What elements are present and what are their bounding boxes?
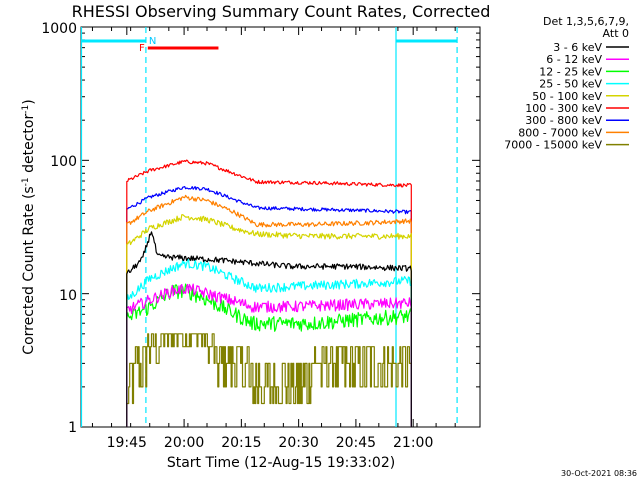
series-line: [126, 159, 412, 427]
y-axis: 1000 100 10 1: [41, 21, 480, 436]
legend-entry-label: 100 - 300 keV: [525, 102, 602, 115]
legend-header: Det 1,3,5,6,7,9,: [543, 15, 629, 28]
y-tick-label: 1000: [41, 21, 77, 37]
legend-header: Att 0: [603, 27, 629, 40]
y-tick-label: 1: [68, 420, 77, 436]
series-line: [126, 333, 412, 427]
legend-entry-label: 800 - 7000 keV: [518, 126, 602, 139]
series-line: [126, 259, 412, 427]
night-flag-label: N: [149, 36, 156, 47]
x-tick-label: 19:45: [107, 435, 147, 451]
series-line: [126, 214, 412, 427]
legend-entry-label: 12 - 25 keV: [539, 65, 602, 78]
y-tick-label: 10: [59, 288, 77, 304]
x-tick-label: 20:30: [278, 435, 318, 451]
x-axis-label: Start Time (12-Aug-15 19:33:02): [167, 455, 395, 471]
marker-layer: [80, 27, 458, 427]
x-tick-label: 21:00: [393, 435, 433, 451]
flare-flag-label: F: [139, 43, 145, 54]
x-axis: 19:45 20:00 20:15 20:30 20:45 21:00: [91, 27, 456, 451]
chart-title: RHESSI Observing Summary Count Rates, Co…: [72, 2, 491, 21]
legend-entry-label: 6 - 12 keV: [546, 53, 602, 66]
flag-layer: F N: [139, 36, 156, 54]
legend-entry-label: 3 - 6 keV: [553, 41, 602, 54]
series-line: [126, 194, 412, 427]
series-line: [126, 231, 412, 427]
footer-timestamp: 30-Oct-2021 08:36: [561, 469, 637, 478]
y-tick-label: 100: [50, 154, 77, 170]
x-tick-label: 20:15: [221, 435, 261, 451]
legend-entry-label: 300 - 800 keV: [525, 114, 602, 127]
series-line: [126, 283, 412, 427]
legend-entry-label: 7000 - 15000 keV: [504, 139, 602, 152]
legend-entry-label: 50 - 100 keV: [532, 90, 602, 103]
x-tick-label: 20:00: [164, 435, 204, 451]
legend-entry-label: 25 - 50 keV: [539, 78, 602, 91]
x-tick-label: 20:45: [336, 435, 376, 451]
y-axis-label: Corrected Count Rate (s-1 detector-1): [21, 99, 37, 354]
series-line: [126, 186, 412, 427]
series-layer: [126, 159, 412, 427]
